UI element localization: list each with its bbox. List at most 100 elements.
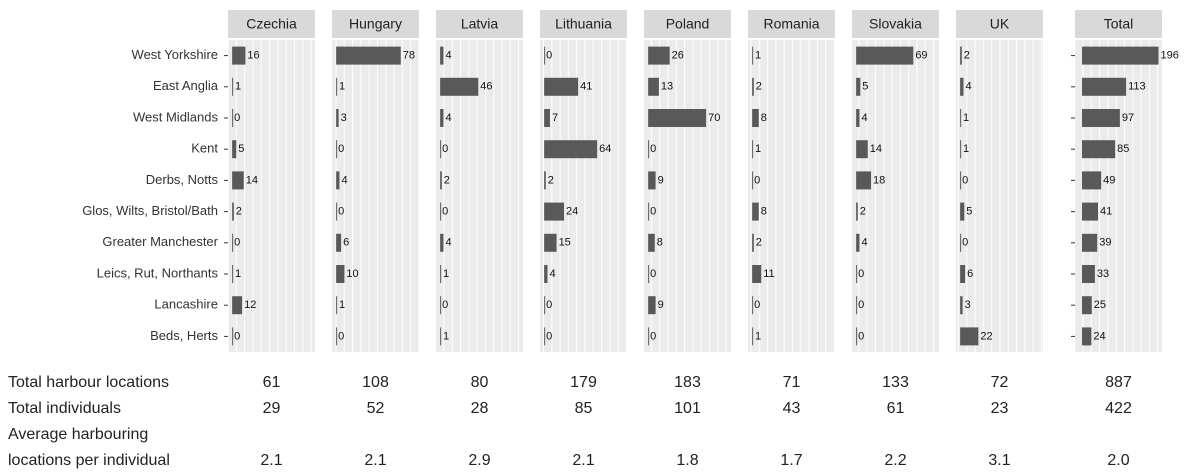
value-label: 4 [549,268,555,280]
bar [856,109,860,127]
value-label: 0 [338,206,344,218]
row-label: Total individuals [8,400,121,417]
bar [960,140,962,159]
bar [960,265,966,283]
panel-background [332,40,419,352]
table-cell: 29 [263,400,281,417]
value-label: 10 [346,268,358,280]
value-label: 16 [247,50,259,62]
bar [752,202,759,221]
category-label: Beds, Herts [150,328,218,343]
value-label: 2 [756,237,762,249]
strip-background [1075,10,1162,38]
bar [336,327,338,346]
facet-label: Total [1104,16,1134,32]
bar [648,171,656,190]
bar [544,296,546,315]
table-cell: 61 [887,400,905,417]
bar [544,77,579,96]
value-label: 196 [1160,50,1178,62]
value-label: 46 [480,81,492,93]
value-label: 78 [403,50,415,62]
value-label: 2 [756,81,762,93]
bar [544,109,550,127]
bar [440,171,442,190]
bar [544,140,598,159]
bar [544,327,546,346]
bar [648,109,707,127]
value-label: 113 [1128,81,1146,93]
bar [336,109,339,127]
bar [336,202,338,221]
bar [440,77,479,96]
value-label: 8 [761,206,767,218]
category-label: West Midlands [133,109,219,124]
value-label: 2 [548,174,554,186]
bar [232,327,234,346]
value-label: 0 [442,299,448,311]
strip-background [852,10,939,38]
table-cell: 2.2 [884,452,906,469]
bar [440,233,444,252]
value-label: 41 [580,81,592,93]
table-cell: 2.0 [1107,452,1129,469]
row-label: Total harbour locations [8,374,169,391]
value-label: 4 [965,81,971,93]
table-cell: 85 [575,400,593,417]
bar [960,46,962,65]
table-cell: 887 [1105,374,1132,391]
bar [1082,265,1095,283]
table-cell: 72 [991,374,1009,391]
value-label: 12 [244,299,256,311]
bar [336,296,338,315]
value-label: 0 [650,206,656,218]
table-cell: 183 [674,374,701,391]
bar [336,77,338,96]
strip-background [956,10,1043,38]
value-label: 1 [963,143,969,155]
table-cell: 28 [471,400,489,417]
bar [960,327,979,346]
bar [1082,109,1120,127]
value-label: 8 [657,237,663,249]
strip-background [644,10,731,38]
bar [544,202,565,221]
bar [752,233,754,252]
strip-background [436,10,523,38]
table-cell: 1.8 [676,452,698,469]
bar [336,140,338,159]
value-label: 0 [858,330,864,342]
facet-label: Lithuania [555,16,612,32]
value-label: 22 [980,330,992,342]
panel-background [748,40,835,352]
value-label: 5 [862,81,868,93]
bar [232,171,244,190]
bar [648,233,655,252]
table-cell: 2.9 [468,452,490,469]
value-label: 0 [546,330,552,342]
bar [752,46,754,65]
value-label: 0 [962,237,968,249]
value-label: 6 [967,268,973,280]
value-label: 4 [341,174,347,186]
bar [648,327,650,346]
value-label: 2 [236,206,242,218]
bar [232,296,243,315]
bar [1082,296,1092,315]
bar [232,140,237,159]
value-label: 14 [246,174,258,186]
value-label: 4 [445,50,451,62]
category-label: Lancashire [154,297,218,312]
value-label: 15 [559,237,571,249]
table-cell: 133 [882,374,909,391]
value-label: 0 [754,299,760,311]
bar [856,265,858,283]
value-label: 0 [442,206,448,218]
bar [856,171,872,190]
bar [960,77,964,96]
value-label: 39 [1099,237,1111,249]
bar [856,77,861,96]
bar [856,202,858,221]
value-label: 4 [861,237,867,249]
value-label: 7 [552,112,558,124]
